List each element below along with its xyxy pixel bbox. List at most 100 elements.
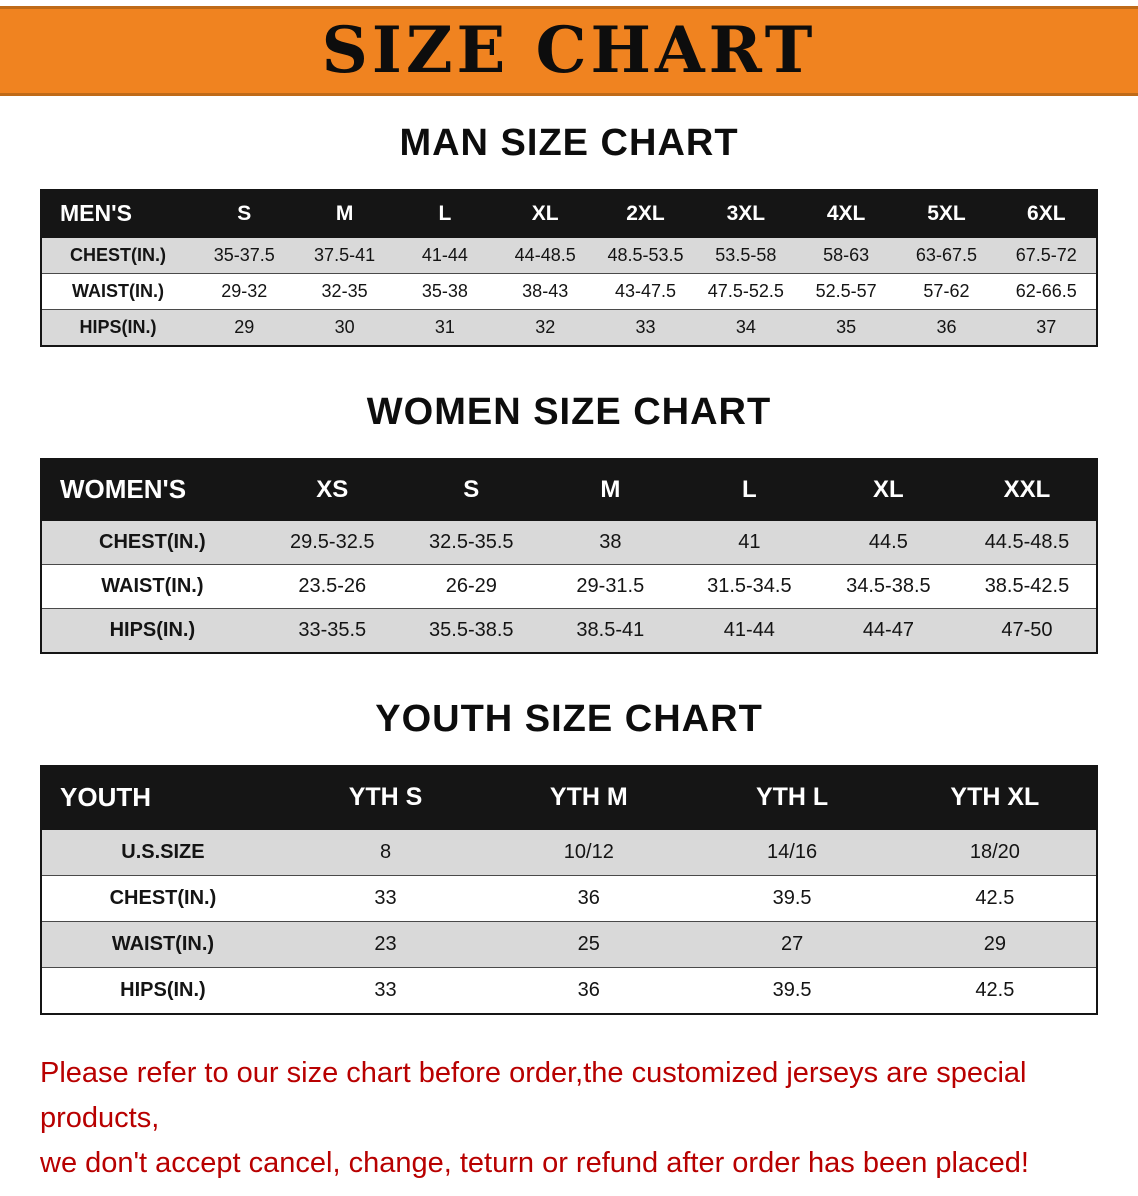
size-value-cell: 8 [379, 841, 392, 863]
size-column-header: YTH M [549, 783, 628, 811]
size-value-cell: 63-67.5 [915, 245, 977, 265]
size-value-cell: 34 [735, 317, 756, 337]
size-value-cell: 29-32 [221, 281, 268, 301]
table-row: HIPS(IN.) 33-35.5 35.5-38.5 38.5-41 41-44 44-… [41, 608, 1097, 653]
size-value-cell: 52.5-57 [815, 281, 877, 301]
size-column-header: 4XL [826, 201, 866, 225]
size-column-header: XL [873, 475, 904, 503]
table-row: WAIST(IN.) 29-32 32-35 35-38 38-43 43-47.5 47.… [41, 273, 1097, 310]
size-column-header: YTH L [755, 783, 829, 811]
women-section-heading: WOMEN SIZE CHART [366, 391, 772, 433]
size-value-cell: 23 [374, 933, 397, 955]
size-value-cell: 31.5-34.5 [707, 575, 792, 597]
size-column-header: YTH XL [950, 783, 1040, 811]
youth-section-heading: YOUTH SIZE CHART [375, 698, 763, 740]
table-title-cell: WOMEN'S [60, 474, 187, 504]
size-value-cell: 39.5 [772, 979, 812, 1001]
size-value-cell: 48.5-53.5 [607, 245, 684, 265]
size-value-cell: 57-62 [923, 281, 970, 301]
size-value-cell: 35 [836, 317, 857, 337]
women-size-table: WOMEN'S XS S M L XL XXL CHEST(IN.) 29.5-32.5 32.5… [40, 458, 1098, 654]
disclaimer-line-1: Please refer to our size chart before or… [40, 1057, 1027, 1134]
table-header-row: WOMEN'S XS S M L XL XXL [41, 459, 1097, 520]
size-value-cell: 18/20 [969, 841, 1020, 863]
size-value-cell: 41 [738, 531, 761, 553]
table-row: CHEST(IN.) 33 36 39.5 42.5 [41, 875, 1097, 922]
row-label: WAIST(IN.) [72, 281, 165, 301]
size-value-cell: 37.5-41 [314, 245, 376, 265]
size-value-cell: 32 [535, 317, 556, 337]
disclaimer-line-2: we don't accept cancel, change, teturn o… [40, 1146, 1029, 1179]
size-value-cell: 47.5-52.5 [707, 281, 784, 301]
size-value-cell: 29-31.5 [576, 575, 645, 597]
row-label: U.S.SIZE [121, 841, 205, 863]
size-value-cell: 29 [983, 933, 1006, 955]
size-value-cell: 25 [577, 933, 600, 955]
table-title-cell: YOUTH [60, 782, 151, 812]
table-header-row: MEN'S S M L XL 2XL 3XL 4XL 5XL 6XL [41, 190, 1097, 237]
size-column-header: S [237, 201, 252, 225]
row-label: WAIST(IN.) [111, 933, 215, 955]
men-size-table: MEN'S S M L XL 2XL 3XL 4XL 5XL 6XL CHEST(IN.) 35-37… [40, 189, 1098, 347]
size-value-cell: 41-44 [421, 245, 468, 265]
size-value-cell: 36 [577, 979, 600, 1001]
row-label: HIPS(IN.) [120, 979, 206, 1001]
size-value-cell: 33-35.5 [298, 619, 367, 641]
size-value-cell: 44.5-48.5 [984, 531, 1070, 553]
table-row: CHEST(IN.) 35-37.5 37.5-41 41-44 44-48.5 48.5… [41, 237, 1097, 274]
size-column-header: 3XL [726, 201, 766, 225]
size-value-cell: 44-47 [862, 619, 914, 641]
size-column-header: 5XL [927, 201, 966, 225]
size-value-cell: 35.5-38.5 [429, 619, 514, 641]
size-value-cell: 32.5-35.5 [429, 531, 514, 553]
size-value-cell: 31 [434, 317, 455, 337]
size-column-header: 2XL [626, 201, 665, 225]
size-column-header: L [438, 201, 452, 225]
size-value-cell: 10/12 [563, 841, 614, 863]
size-value-cell: 47-50 [1001, 619, 1053, 641]
size-column-header: 6XL [1027, 201, 1066, 225]
size-value-cell: 58-63 [823, 245, 870, 265]
youth-section: YOUTH SIZE CHART YOUTH YTH S YTH M YTH L YTH… [0, 698, 1138, 1015]
size-value-cell: 37 [1036, 317, 1057, 337]
size-value-cell: 36 [577, 887, 600, 909]
men-section: MAN SIZE CHART MEN'S S M L XL 2XL 3XL 4XL 5XL 6XL… [0, 122, 1138, 347]
size-value-cell: 33 [374, 979, 397, 1001]
size-value-cell: 34.5-38.5 [846, 575, 931, 597]
row-label: HIPS(IN.) [109, 619, 196, 641]
size-value-cell: 27 [780, 933, 804, 955]
size-value-cell: 39.5 [772, 887, 812, 909]
size-value-cell: 38-43 [522, 281, 569, 301]
men-section-heading: MAN SIZE CHART [399, 122, 739, 164]
table-header-row: YOUTH YTH S YTH M YTH L YTH XL [41, 766, 1097, 829]
size-value-cell: 14/16 [767, 841, 818, 863]
size-value-cell: 42.5 [975, 979, 1015, 1001]
row-label: CHEST(IN.) [99, 531, 206, 553]
row-label: HIPS(IN.) [79, 317, 157, 337]
table-row: WAIST(IN.) 23.5-26 26-29 29-31.5 31.5-34.5 34… [41, 564, 1097, 609]
size-value-cell: 32-35 [321, 281, 368, 301]
table-row: HIPS(IN.) 33 36 39.5 42.5 [41, 967, 1097, 1014]
size-column-header: L [742, 475, 757, 503]
disclaimer-note: Please refer to our size chart before or… [40, 1051, 1100, 1186]
size-column-header: M [600, 475, 621, 503]
size-value-cell: 41-44 [723, 619, 775, 641]
size-value-cell: 44-48.5 [514, 245, 576, 265]
size-value-cell: 43-47.5 [614, 281, 677, 301]
size-value-cell: 38 [599, 531, 622, 553]
size-value-cell: 38.5-42.5 [984, 575, 1070, 597]
size-value-cell: 26-29 [445, 575, 497, 597]
size-value-cell: 29 [234, 317, 255, 337]
size-value-cell: 36 [936, 317, 957, 337]
size-value-cell: 44.5 [868, 531, 908, 553]
table-row: CHEST(IN.) 29.5-32.5 32.5-35.5 38 41 44.5 44.5… [41, 520, 1097, 565]
size-column-header: XXL [1003, 475, 1051, 503]
size-column-header: XL [531, 201, 559, 225]
table-row: U.S.SIZE 8 10/12 14/16 18/20 [41, 829, 1097, 876]
size-value-cell: 29.5-32.5 [290, 531, 375, 553]
size-column-header: YTH S [348, 783, 423, 811]
size-value-cell: 35-38 [421, 281, 468, 301]
size-column-header: XS [316, 475, 349, 503]
size-value-cell: 33 [635, 317, 656, 337]
